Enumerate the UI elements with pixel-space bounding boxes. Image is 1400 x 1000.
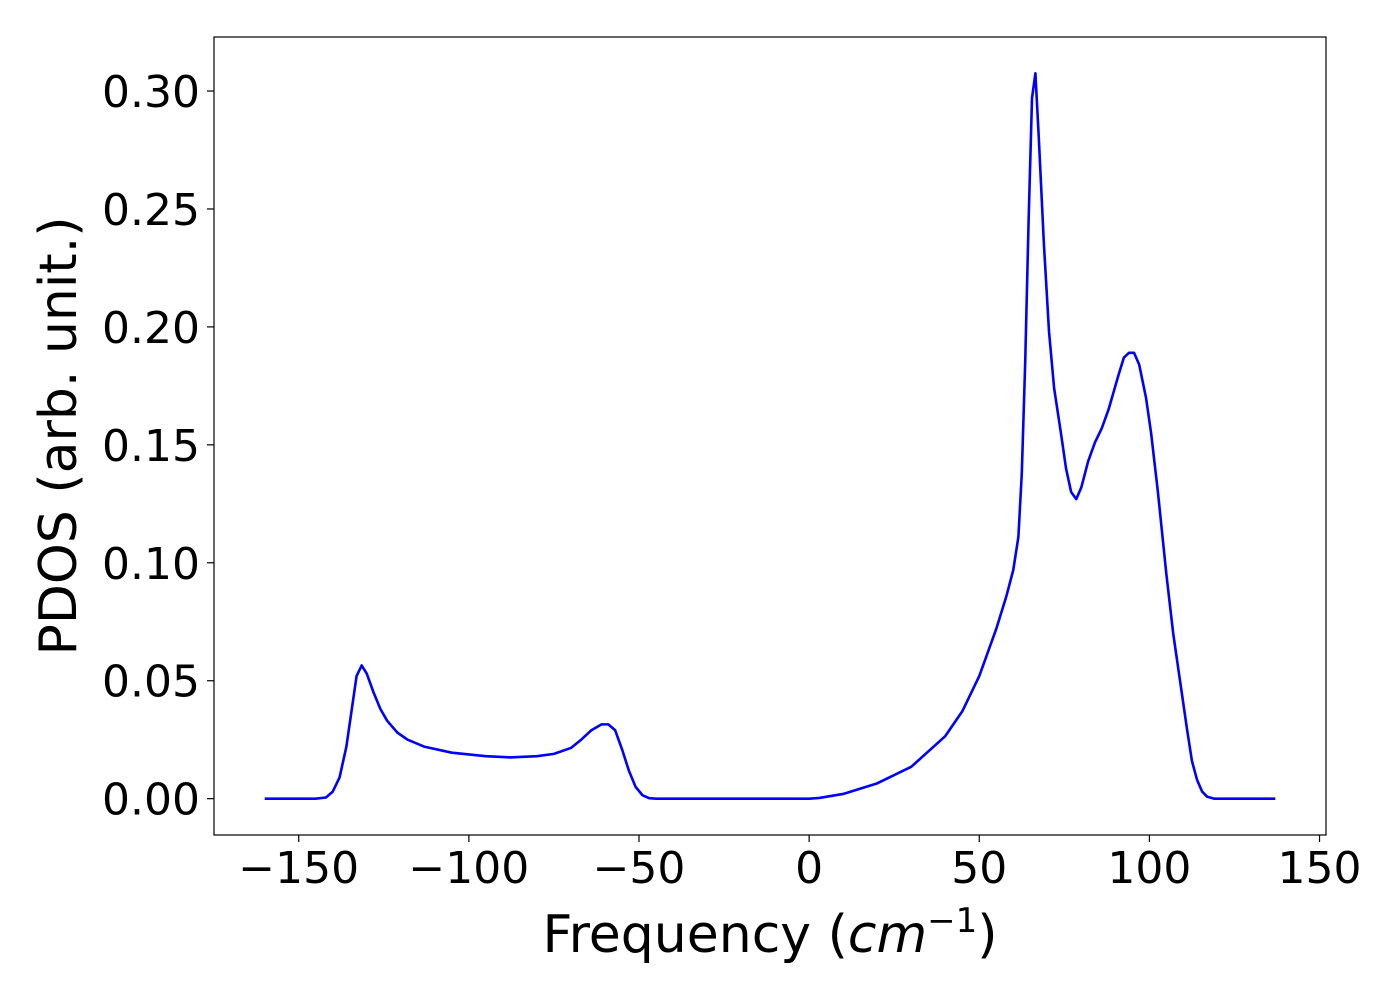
- x-tick-label: −50: [593, 843, 686, 894]
- x-tick-label: 0: [795, 843, 823, 894]
- y-tick-label: 0.20: [102, 303, 200, 354]
- x-label-part: ): [977, 905, 997, 965]
- x-label-part: Frequency (: [542, 905, 847, 965]
- x-tick-label: −150: [238, 843, 359, 894]
- y-tick-label: 0.30: [102, 67, 200, 118]
- y-axis-label: PDOS (arb. unit.): [29, 216, 89, 655]
- y-tick-label: 0.00: [102, 775, 200, 826]
- y-tick-label: 0.25: [102, 185, 200, 236]
- y-tick-label: 0.05: [102, 657, 200, 708]
- x-tick-label: 150: [1278, 843, 1362, 894]
- data-line: [264, 72, 1276, 800]
- x-label-part: cm: [848, 905, 927, 965]
- x-tick-label: −100: [408, 843, 529, 894]
- x-label-part: −1: [927, 901, 977, 941]
- plot-frame: [213, 36, 1327, 836]
- x-tick-label: 100: [1107, 843, 1191, 894]
- x-axis-label: Frequency (cm−1): [542, 901, 997, 965]
- y-tick-label: 0.10: [102, 539, 200, 590]
- y-tick-label: 0.15: [102, 421, 200, 472]
- x-tick-label: 50: [951, 843, 1007, 894]
